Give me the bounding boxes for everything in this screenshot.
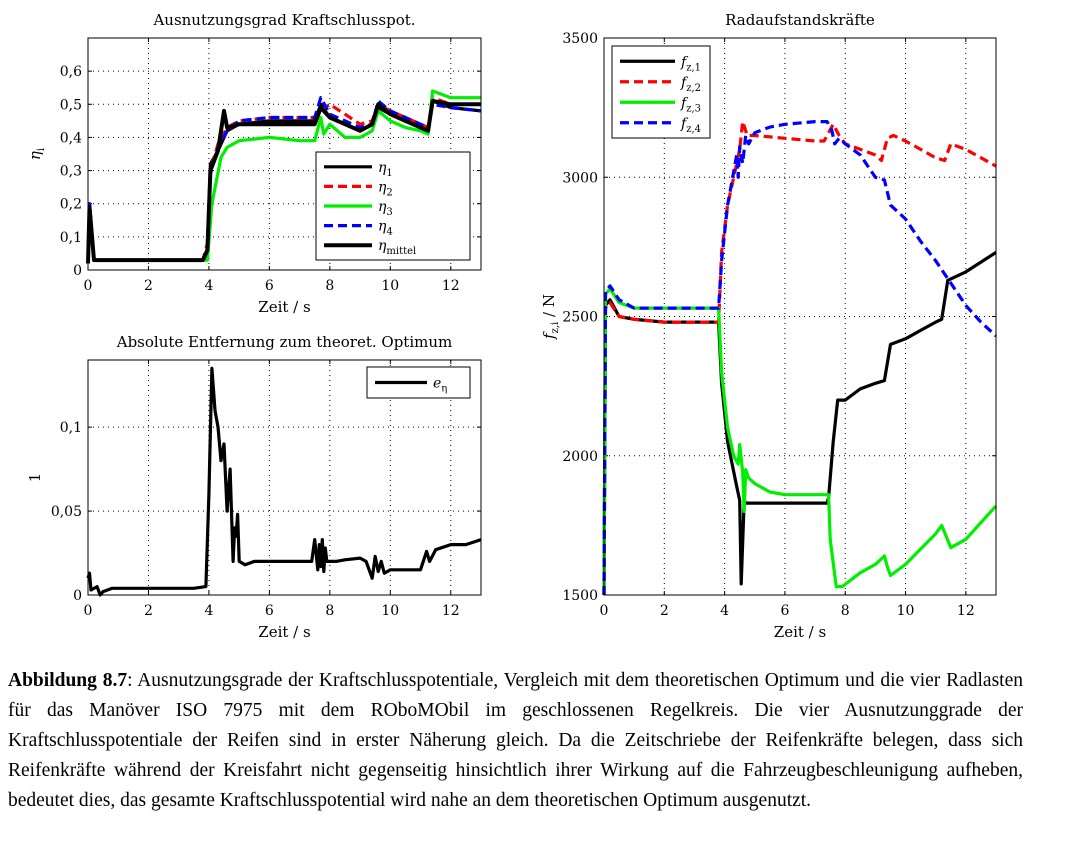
legend-label: η2: [378, 179, 393, 198]
y-tick-label: 0,3: [60, 164, 82, 180]
plot-frame: [87, 37, 482, 271]
x-tick-label: 2: [660, 603, 669, 619]
legend-label: η1: [378, 160, 393, 179]
y-tick-label: 3000: [562, 170, 598, 186]
series-line-5: [86, 99, 481, 264]
x-tick-label: 4: [720, 603, 729, 619]
x-axis-label: Zeit / s: [258, 623, 310, 641]
legend-label: fz,2: [680, 75, 701, 94]
x-tick-label: 8: [325, 278, 334, 294]
x-tick-label: 2: [144, 603, 153, 619]
series-line-4: [602, 119, 998, 596]
y-tick-label: 0,1: [60, 420, 82, 436]
plot-frame: [87, 359, 482, 596]
y-tick-label: 2500: [562, 310, 598, 326]
x-tick-label: 12: [442, 278, 460, 294]
y-axis-label: fz,i / N: [540, 294, 561, 340]
x-tick-label: 0: [600, 603, 609, 619]
legend-label: fz,1: [680, 54, 701, 73]
y-tick-label: 2000: [562, 449, 598, 465]
series-line-2: [602, 119, 997, 596]
figure: 0 2 4 6 8 10 1200,10,20,30,40,50,6Ausnutzungsg…: [26, 11, 998, 641]
x-tick-label: 4: [204, 603, 213, 619]
x-tick-label: 12: [442, 603, 460, 619]
y-tick-label: 0,2: [60, 197, 82, 213]
x-tick-label: 8: [325, 603, 334, 619]
figure-caption: Abbildung 8.7: Ausnutzungsgrade der Kraf…: [8, 666, 1023, 816]
plot-title: Radaufstandskräfte: [725, 11, 875, 29]
y-tick-label: 0,1: [60, 230, 82, 246]
series-line-1: [602, 251, 997, 596]
x-tick-label: 6: [780, 603, 789, 619]
x-tick-label: 4: [204, 278, 213, 294]
plot-title: Absolute Entfernung zum theoret. Optimum: [116, 333, 452, 351]
x-tick-label: 6: [265, 603, 274, 619]
legend-label: fz,3: [680, 95, 701, 114]
x-tick-label: 2: [144, 278, 153, 294]
legend-label: fz,4: [680, 116, 701, 135]
plot-title: Ausnutzungsgrad Kraftschlusspot.: [152, 11, 415, 29]
x-tick-label: 8: [841, 603, 850, 619]
x-tick-label: 0: [84, 603, 93, 619]
x-tick-label: 0: [84, 278, 93, 294]
x-tick-label: 12: [957, 603, 975, 619]
y-tick-label: 1500: [562, 588, 598, 604]
wheel-load-plot: 0 2 4 6 8 10 12 1500 2000 2500 3000 3500 Radaufstand…: [540, 11, 998, 641]
x-tick-label: 10: [381, 278, 399, 294]
x-axis-label: Zeit / s: [774, 623, 826, 641]
series-line-1: [86, 366, 482, 597]
legend-label: η4: [378, 219, 393, 238]
y-axis-label: ηi: [26, 148, 47, 160]
x-tick-label: 6: [265, 278, 274, 294]
series-line-3: [602, 287, 998, 596]
legend-label: η3: [378, 199, 393, 218]
optimum-distance-plot: 0 2 4 6 8 10 12 0 0,05 0,1 Absolute Entfernung zum…: [26, 333, 482, 641]
y-tick-label: 0,4: [60, 130, 82, 146]
eta-utilization-plot: 0 2 4 6 8 10 12 0 0,1 0,2 0,3 0,4 0,5 0,6 Ausnutzungsg…: [26, 11, 482, 316]
y-tick-label: 0,6: [60, 64, 82, 80]
caption-text: : Ausnutzungsgrade der Kraftschlusspoten…: [8, 670, 1023, 811]
legend-label: ηmittel: [378, 238, 416, 257]
x-tick-label: 10: [897, 603, 915, 619]
y-tick-label: 0: [73, 263, 82, 279]
y-tick-label: 0: [73, 588, 82, 604]
x-tick-label: 10: [381, 603, 399, 619]
caption-label: Abbildung 8.7: [8, 670, 128, 691]
y-tick-label: 3500: [562, 31, 598, 47]
x-axis-label: Zeit / s: [258, 298, 310, 316]
y-axis-label: 1: [26, 473, 44, 483]
y-tick-label: 0,5: [60, 97, 82, 113]
plot-frame: [603, 37, 997, 596]
legend-label: eη: [433, 376, 447, 395]
y-tick-label: 0,05: [51, 504, 82, 520]
